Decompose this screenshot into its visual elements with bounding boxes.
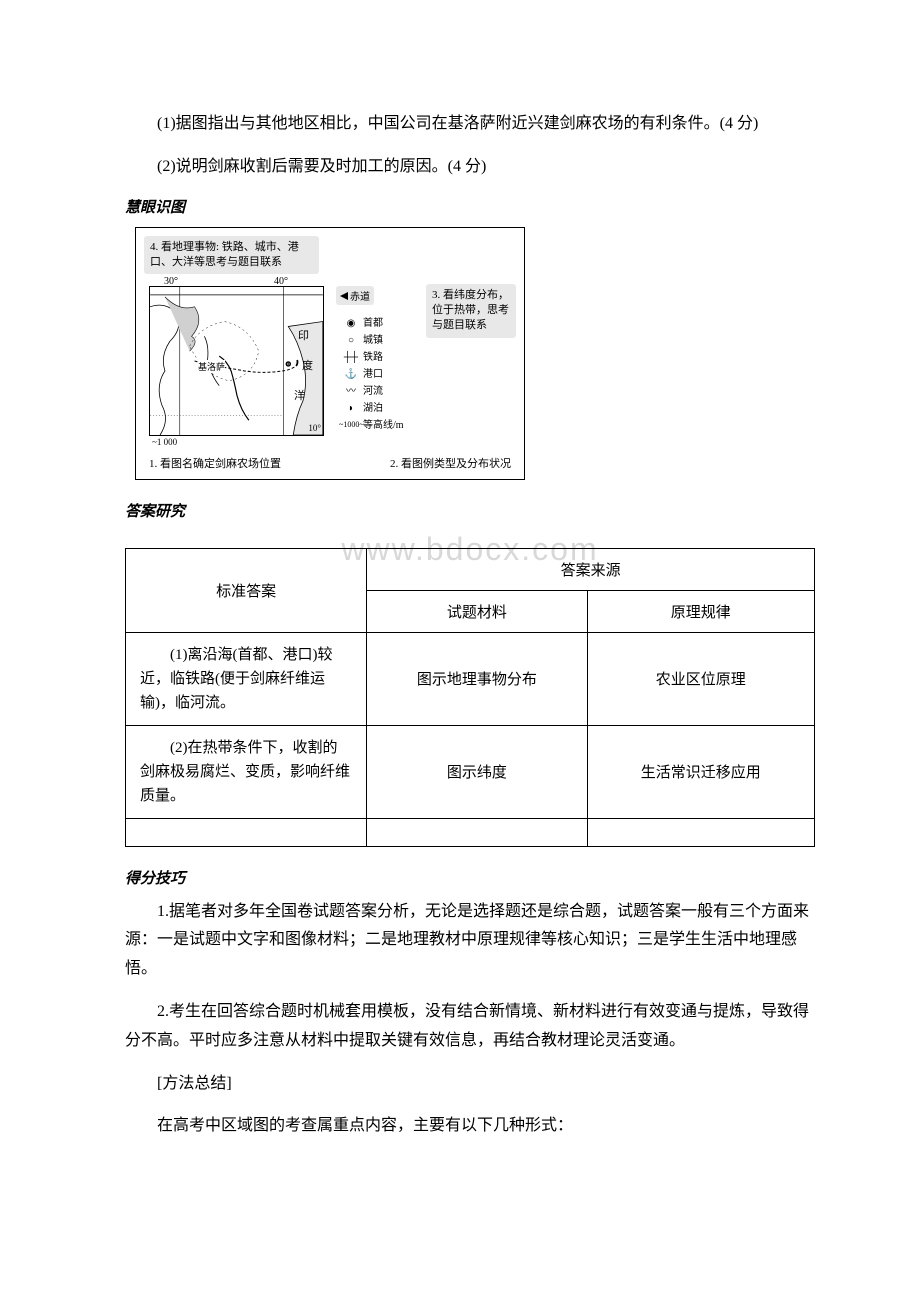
diagram-frame: 4. 看地理事物: 铁路、城市、港口、大洋等思考与题目联系 30° 40° 赤道… [135, 227, 525, 480]
answer-table: 标准答案 答案来源 试题材料 原理规律 (1)离沿海(首都、港口)较近，临铁路(… [125, 548, 815, 847]
empty-cell-1 [126, 818, 367, 846]
arrow-left-icon [340, 292, 348, 300]
ocean-char-2: 度 [302, 357, 313, 373]
legend-lake: ◗湖泊 [339, 401, 404, 417]
row2-material: 图示纬度 [367, 725, 587, 818]
legend-river: 〰河流 [339, 384, 404, 400]
legend-port: ⚓港口 [339, 367, 404, 383]
heading-tips: 得分技巧 [125, 867, 815, 888]
question-1: (1)据图指出与其他地区相比，中国公司在基洛萨附近兴建剑麻农场的有利条件。(4 … [125, 110, 815, 139]
diagram-note-3: 3. 看纬度分布，位于热带，思考与题目联系 [426, 284, 516, 338]
empty-cell-2 [367, 818, 587, 846]
row1-principle: 农业区位原理 [587, 632, 814, 725]
elevation-label: ~1 000 [152, 437, 177, 447]
map: 印 度 洋 10° ~1 000 基洛萨 [149, 286, 324, 436]
legend-river-label: 河流 [363, 384, 383, 400]
legend-contour: ~1000~等高线/m [339, 418, 404, 434]
heading-eye: 慧眼识图 [125, 196, 815, 217]
legend-capital-label: 首都 [363, 316, 383, 332]
place-kilosa: 基洛萨 [198, 360, 225, 373]
heading-answer: 答案研究 [125, 500, 815, 521]
header-standard-answer: 标准答案 [126, 548, 367, 632]
table-row-1: (1)离沿海(首都、港口)较近，临铁路(便于剑麻纤维运输)，临河流。 图示地理事… [126, 632, 815, 725]
subheader-principle: 原理规律 [587, 590, 814, 632]
river-icon: 〰 [339, 384, 363, 400]
table-row-empty [126, 818, 815, 846]
diagram-note-4: 4. 看地理事物: 铁路、城市、港口、大洋等思考与题目联系 [144, 236, 319, 275]
map-legend: ◉首都 ○城镇 ┼┼铁路 ⚓港口 〰河流 ◗湖泊 ~1000~等高线/m [339, 316, 404, 435]
map-svg [150, 287, 323, 435]
legend-port-label: 港口 [363, 367, 383, 383]
table-header-row: 标准答案 答案来源 [126, 548, 815, 590]
legend-contour-label: 等高线/m [363, 418, 404, 434]
ocean-char-3: 洋 [294, 387, 305, 403]
legend-town: ○城镇 [339, 333, 404, 349]
lat-10: 10° [308, 423, 321, 433]
legend-town-label: 城镇 [363, 333, 383, 349]
subheader-material: 试题材料 [367, 590, 587, 632]
row1-material: 图示地理事物分布 [367, 632, 587, 725]
row2-answer: (2)在热带条件下，收割的剑麻极易腐烂、变质，影响纤维质量。 [126, 725, 367, 818]
equator-label: 赤道 [336, 286, 374, 305]
legend-railway-label: 铁路 [363, 350, 383, 366]
port-icon: ⚓ [339, 367, 363, 383]
contour-icon: ~1000~ [339, 419, 363, 432]
ocean-char-1: 印 [298, 327, 309, 343]
empty-cell-3 [587, 818, 814, 846]
row1-answer: (1)离沿海(首都、港口)较近，临铁路(便于剑麻纤维运输)，临河流。 [126, 632, 367, 725]
table-row-2: (2)在热带条件下，收割的剑麻极易腐烂、变质，影响纤维质量。 图示纬度 生活常识… [126, 725, 815, 818]
method-label: [方法总结] [125, 1070, 815, 1099]
town-icon: ○ [339, 333, 363, 349]
railway-icon: ┼┼ [339, 350, 363, 366]
question-2: (2)说明剑麻收割后需要及时加工的原因。(4 分) [125, 153, 815, 182]
diagram-note-2: 2. 看图例类型及分布状况 [390, 455, 511, 471]
row2-principle: 生活常识迁移应用 [587, 725, 814, 818]
diagram: 4. 看地理事物: 铁路、城市、港口、大洋等思考与题目联系 30° 40° 赤道… [135, 227, 525, 480]
lake-icon: ◗ [339, 401, 363, 417]
legend-lake-label: 湖泊 [363, 401, 383, 417]
tip-2: 2.考生在回答综合题时机械套用模板，没有结合新情境、新材料进行有效变通与提炼，导… [125, 998, 815, 1056]
equator-text: 赤道 [350, 292, 370, 303]
header-answer-source: 答案来源 [367, 548, 815, 590]
answer-table-wrapper: 标准答案 答案来源 试题材料 原理规律 (1)离沿海(首都、港口)较近，临铁路(… [125, 548, 815, 847]
capital-icon: ◉ [339, 316, 363, 332]
legend-capital: ◉首都 [339, 316, 404, 332]
tip-1: 1.据笔者对多年全国卷试题答案分析，无论是选择题还是综合题，试题答案一般有三个方… [125, 898, 815, 984]
legend-railway: ┼┼铁路 [339, 350, 404, 366]
method-text: 在高考中区域图的考查属重点内容，主要有以下几种形式： [125, 1112, 815, 1141]
diagram-note-1: 1. 看图名确定剑麻农场位置 [149, 455, 281, 471]
